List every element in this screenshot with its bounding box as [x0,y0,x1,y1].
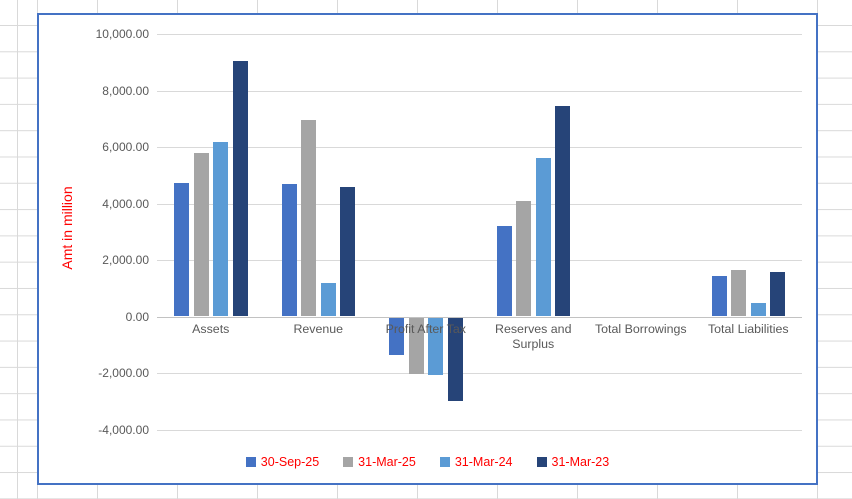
y-tick-label: 4,000.00 [102,196,149,211]
bar-31-Mar-25-profit-after-tax[interactable] [408,317,424,374]
legend-item-31-Mar-23[interactable]: 31-Mar-23 [536,455,610,469]
category-label: Reserves and Surplus [495,322,572,351]
gridline [157,90,802,92]
bar-31-Mar-23-profit-after-tax[interactable] [447,317,463,401]
bar-31-Mar-23-reserves-and-surplus[interactable] [555,106,570,317]
bar-31-Mar-24-profit-after-tax[interactable] [428,317,443,376]
legend-item-31-Mar-24[interactable]: 31-Mar-24 [439,455,513,469]
gridline [157,203,802,205]
legend-swatch [343,457,354,467]
legend-item-30-Sep-25[interactable]: 30-Sep-25 [245,455,320,469]
category-label: Total Borrowings [594,322,687,336]
bar-31-Mar-24-revenue[interactable] [320,283,336,317]
bar-30-Sep-25-profit-after-tax[interactable] [389,317,404,356]
bar-31-Mar-24-reserves-and-surplus[interactable] [535,158,551,317]
category-label: Revenue [293,322,344,336]
bar-31-Mar-23-total-liabilities[interactable] [770,272,785,317]
bar-31-Mar-24-assets[interactable] [213,142,228,317]
bar-31-Mar-25-reserves-and-surplus[interactable] [516,200,531,317]
y-tick-label: 8,000.00 [102,83,149,98]
gridline [157,34,802,35]
gridline [157,260,802,261]
chart[interactable]: Amt in million -4,000.00 -2,000.00 0.00 2,0… [37,13,818,485]
legend-swatch [245,457,256,467]
gridline [157,373,802,374]
y-tick-label: -2,000.00 [98,366,149,380]
gridline [157,429,802,431]
category-label: Assets [192,322,230,336]
legend-swatch [439,457,450,467]
y-tick-label: 2,000.00 [102,253,149,267]
plot-area: -4,000.00 -2,000.00 0.00 2,000.00 4,000.00 6,… [39,15,816,483]
y-tick-label: -4,000.00 [98,422,149,437]
legend-label: 31-Mar-24 [454,455,513,469]
legend-label: 30-Sep-25 [260,455,320,469]
legend-swatch [536,457,547,467]
bar-30-Sep-25-revenue[interactable] [281,183,297,317]
legend-label: 31-Mar-25 [358,455,416,469]
x-axis-line [157,316,802,318]
bar-31-Mar-25-total-liabilities[interactable] [731,269,746,317]
bar-31-Mar-23-assets[interactable] [232,60,248,317]
bar-30-Sep-25-assets[interactable] [174,183,189,317]
gridline [157,147,802,148]
legend-label: 31-Mar-23 [551,455,610,469]
chart-legend: 30-Sep-25 31-Mar-25 31-Mar-24 31-Mar-23 [39,455,816,469]
bar-31-Mar-25-assets[interactable] [193,153,209,317]
bar-30-Sep-25-reserves-and-surplus[interactable] [496,226,512,317]
bar-30-Sep-25-total-liabilities[interactable] [711,276,727,317]
y-tick-label: 10,000.00 [95,27,149,41]
bar-31-Mar-24-total-liabilities[interactable] [750,303,766,317]
category-label: Total Liabilities [707,322,789,336]
y-tick-label: 0.00 [125,309,149,324]
bar-31-Mar-25-revenue[interactable] [301,119,316,317]
bar-31-Mar-23-revenue[interactable] [340,186,355,317]
y-tick-label: 6,000.00 [102,140,149,154]
category-label: Profit After Tax [385,322,466,336]
legend-item-31-Mar-25[interactable]: 31-Mar-25 [343,455,416,469]
